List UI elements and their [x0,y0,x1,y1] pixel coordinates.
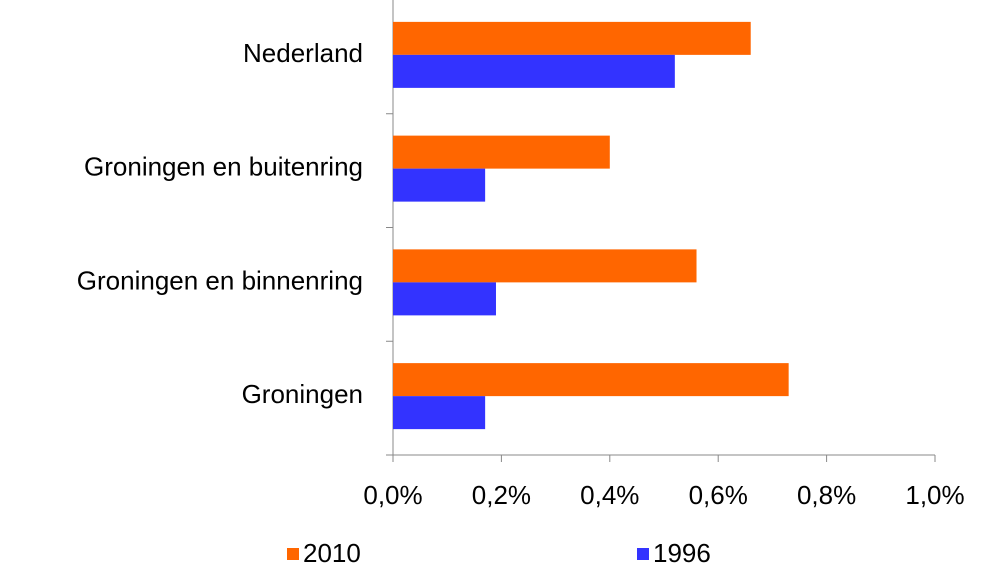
bar [393,396,486,430]
x-tick-label: 0,2% [472,480,531,510]
legend-swatch [637,548,649,560]
bar [393,249,697,283]
x-tick-label: 0,6% [689,480,748,510]
x-tick-label: 0,8% [797,480,856,510]
legend-swatch [287,548,299,560]
y-tick-label: Groningen en buitenring [84,152,363,182]
y-tick-label: Nederland [243,38,363,68]
y-tick-label: Groningen [242,379,363,409]
bar [393,135,610,169]
bar [393,282,496,316]
x-tick-label: 1,0% [905,480,964,510]
bar [393,54,675,88]
legend-label: 1996 [653,538,711,568]
x-tick-label: 0,0% [363,480,422,510]
bar [393,21,751,55]
legend-label: 2010 [303,538,361,568]
y-tick-label: Groningen en binnenring [77,265,363,295]
bar [393,168,486,202]
x-tick-label: 0,4% [580,480,639,510]
bar [393,363,789,397]
